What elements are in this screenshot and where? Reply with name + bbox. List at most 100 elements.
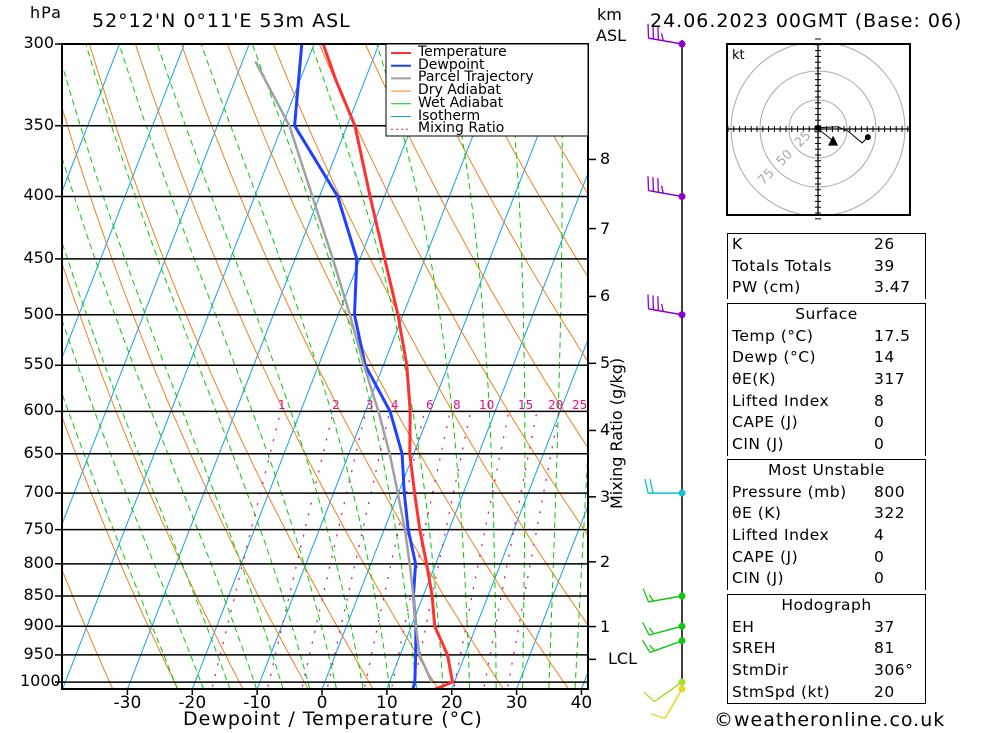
row-value: 4 — [874, 526, 885, 545]
mixing-ratio-label: 15 — [518, 398, 534, 412]
height-tick-label: 4 — [600, 420, 611, 440]
wind-barb-feather — [642, 588, 650, 603]
isotherm-line — [62, 44, 185, 360]
wet-adiabat-line — [85, 44, 311, 689]
pressure-tick-label: 300 — [23, 33, 54, 52]
section-title: Surface — [795, 305, 858, 323]
wind-barb-feather — [652, 295, 655, 310]
wind-barb-feather — [652, 177, 655, 192]
row-label: Lifted Index — [732, 526, 830, 545]
legend-item-label: Mixing Ratio — [418, 120, 505, 137]
wind-barb-feather — [644, 478, 649, 494]
index-label: K — [732, 235, 743, 253]
wet-adiabat-line — [118, 44, 337, 689]
legend-item-label: Wet Adiabat — [418, 94, 504, 111]
row-value: 322 — [874, 504, 906, 523]
wet-adiabat-line — [443, 44, 497, 689]
hodograph-end-dot — [864, 134, 871, 141]
dewpoint-profile — [293, 44, 418, 689]
isotherm-line — [321, 44, 575, 689]
row-label: Dewp (°C) — [732, 348, 817, 367]
wind-barb-shaft — [648, 595, 683, 603]
wind-level-dot — [678, 622, 686, 630]
row-value: 37 — [874, 617, 895, 636]
parcel-trajectory-profile — [254, 60, 433, 683]
wind-barb-feather — [647, 294, 650, 309]
index-value: 26 — [874, 235, 895, 253]
temperature-tick-label: -30 — [113, 693, 142, 713]
isotherm-line — [62, 44, 315, 689]
row-label: SREH — [732, 639, 777, 658]
dry-adiabat-line — [995, 26, 1000, 708]
surface-table: Surface Temp (°C) 17.5 Dewp (°C) 14 θE(K) 3… — [727, 303, 926, 456]
pressure-tick-label: 900 — [23, 615, 54, 635]
dry-adiabat-line — [180, 44, 504, 689]
wind-level-dot — [678, 592, 686, 600]
wet-adiabat-line — [548, 44, 563, 689]
wind-barb-feather — [648, 594, 654, 602]
dry-adiabat-line — [949, 26, 1000, 708]
wind-barb-feather — [651, 713, 666, 720]
pressure-tick-label: 600 — [23, 400, 54, 420]
temperature-tick-label: 20 — [440, 693, 463, 713]
temperature-tick-label: 30 — [505, 693, 528, 713]
wind-level-dot — [678, 678, 686, 686]
wind-level-dot — [678, 40, 686, 48]
mixing-ratio-label: 25 — [572, 398, 588, 412]
wind-barb-feather — [647, 23, 650, 39]
row-label: StmDir — [732, 661, 789, 680]
row-label: Pressure (mb) — [732, 482, 847, 501]
wet-adiabat-line — [156, 44, 364, 689]
dry-adiabat-line — [134, 44, 439, 689]
height-tick-label: 8 — [600, 149, 611, 169]
row-value: 317 — [874, 370, 906, 389]
temperature-tick-label: -20 — [178, 693, 207, 713]
row-value: 0 — [874, 569, 885, 588]
row-label: EH — [732, 617, 755, 636]
section-title: Hodograph — [781, 596, 872, 614]
wind-barb-shaft — [653, 681, 683, 703]
wet-adiabat-line — [376, 44, 471, 689]
wind-barb-shaft — [648, 37, 683, 45]
wind-barb-feather — [660, 33, 664, 41]
row-label: Temp (°C) — [732, 326, 814, 345]
row-label: CIN (J) — [732, 435, 785, 454]
wind-barb-shaft — [648, 308, 683, 316]
pressure-unit-label: hPa — [30, 3, 62, 22]
mixing-ratio-label: 1 — [278, 398, 286, 412]
pressure-tick-label: 750 — [23, 518, 54, 538]
temperature-tick-label: 0 — [316, 693, 328, 713]
index-value: 3.47 — [874, 278, 911, 297]
pressure-tick-label: 550 — [23, 354, 54, 374]
mixing-ratio-line — [326, 411, 391, 689]
row-value: 0 — [874, 413, 885, 432]
mixing-ratio-label: 4 — [391, 398, 399, 412]
pressure-tick-label: 350 — [23, 114, 54, 134]
wet-adiabat-line — [62, 240, 231, 689]
hodograph-table: Hodograph EH 37 SREH 81 StmDir 306° StmSpd … — [727, 594, 926, 705]
wet-adiabat-line — [505, 44, 526, 689]
row-label: θE(K) — [732, 370, 777, 389]
height-tick-label: 7 — [600, 218, 611, 238]
wind-barb-feather — [657, 177, 660, 193]
mixing-ratio-axis-title: Mixing Ratio (g/kg) — [607, 357, 626, 509]
row-value: 8 — [874, 391, 885, 410]
temperature-tick-label: 10 — [376, 693, 398, 713]
wind-barb-shaft — [664, 688, 683, 719]
dry-adiabat-line — [410, 44, 588, 363]
isotherm-line — [451, 338, 588, 689]
hodograph-start-dot — [815, 124, 821, 131]
index-label: Totals Totals — [732, 256, 832, 275]
wind-level-dot — [678, 637, 686, 645]
legend-item-label: Dry Adiabat — [418, 82, 501, 99]
mixing-ratio-label: 8 — [453, 398, 461, 412]
temperature-tick-label: 40 — [570, 693, 593, 713]
hodograph-unit: kt — [732, 48, 745, 63]
pressure-tick-label: 1000 — [20, 671, 61, 691]
height-tick-label: 5 — [600, 353, 611, 373]
section-title: Most Unstable — [768, 461, 885, 479]
row-value: 14 — [874, 348, 895, 367]
storm-motion-marker — [828, 135, 839, 146]
row-value: 20 — [874, 682, 895, 701]
dry-adiabat-line — [226, 44, 570, 689]
